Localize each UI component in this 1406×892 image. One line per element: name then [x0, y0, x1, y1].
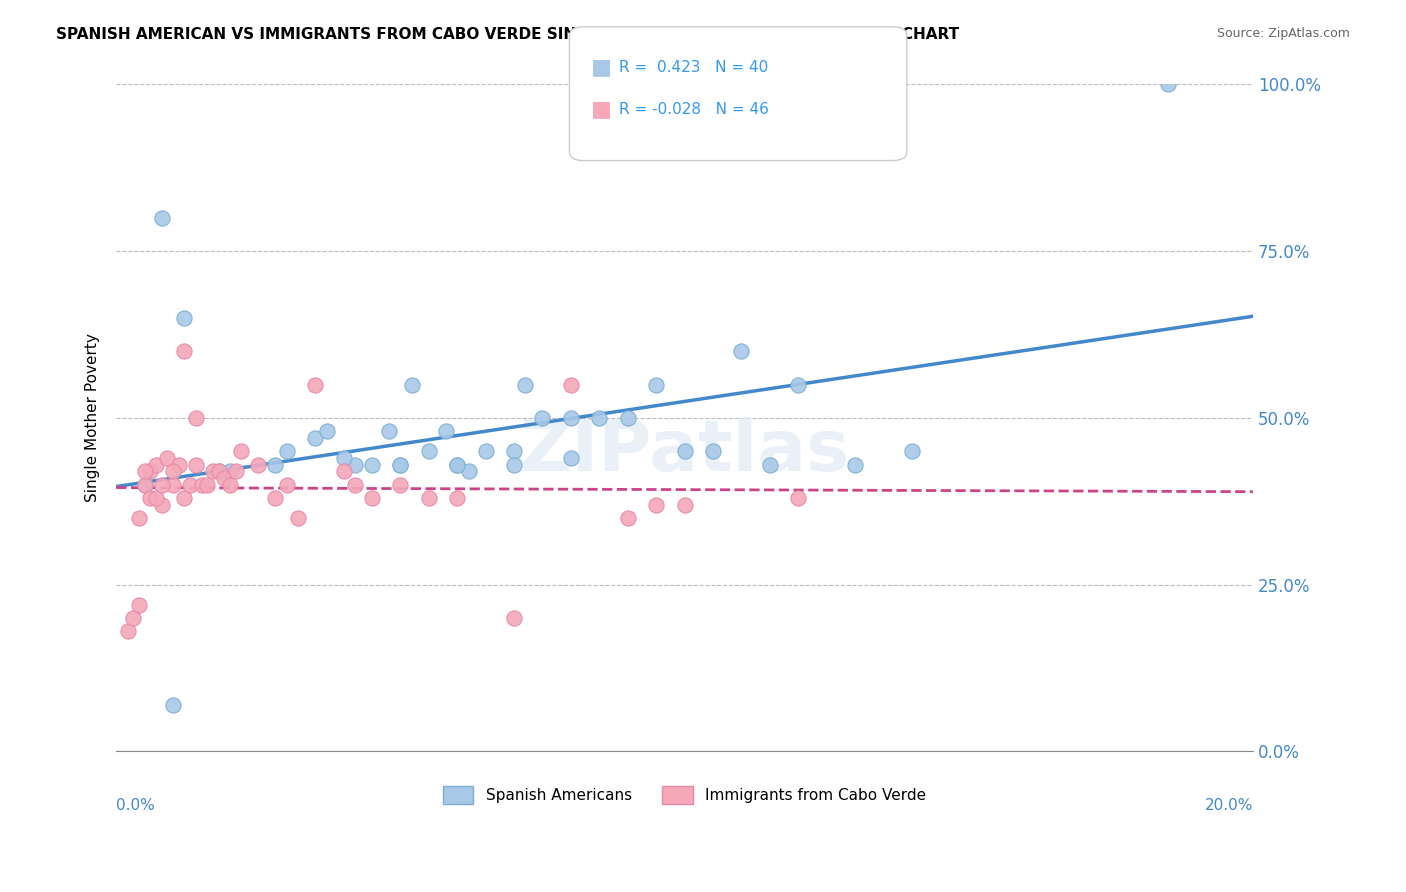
Point [343, 477, 366, 491]
Point [378, 425, 401, 439]
Text: SPANISH AMERICAN VS IMMIGRANTS FROM CABO VERDE SINGLE MOTHER POVERTY CORRELATION: SPANISH AMERICAN VS IMMIGRANTS FROM CABO… [56, 27, 959, 42]
Point [515, 377, 537, 392]
Point [247, 458, 270, 472]
Point [1156, 78, 1178, 92]
Point [361, 491, 384, 505]
Point [122, 611, 145, 625]
Point [201, 464, 224, 478]
Point [702, 444, 724, 458]
Point [474, 444, 496, 458]
Text: ■: ■ [591, 57, 612, 77]
Point [190, 477, 212, 491]
Point [446, 491, 468, 505]
Point [645, 377, 668, 392]
Point [759, 458, 782, 472]
Point [145, 458, 167, 472]
Point [418, 444, 440, 458]
Point [503, 611, 526, 625]
Point [389, 477, 412, 491]
Point [787, 377, 810, 392]
Point [207, 464, 229, 478]
Point [139, 491, 162, 505]
Point [730, 344, 752, 359]
Legend: Spanish Americans, Immigrants from Cabo Verde: Spanish Americans, Immigrants from Cabo … [437, 780, 932, 811]
Point [446, 458, 468, 472]
Text: 20.0%: 20.0% [1205, 798, 1253, 814]
Point [304, 431, 326, 445]
Point [332, 450, 354, 465]
Text: ■: ■ [591, 99, 612, 119]
Point [139, 464, 162, 478]
Text: Source: ZipAtlas.com: Source: ZipAtlas.com [1216, 27, 1350, 40]
Point [588, 411, 610, 425]
Point [287, 511, 309, 525]
Point [332, 464, 354, 478]
Point [401, 377, 423, 392]
Point [315, 425, 337, 439]
Text: 0.0%: 0.0% [117, 798, 155, 814]
Point [156, 450, 179, 465]
Point [389, 458, 412, 472]
Point [162, 698, 184, 712]
Point [503, 458, 526, 472]
Point [673, 444, 696, 458]
Point [901, 444, 924, 458]
Point [389, 458, 412, 472]
Point [531, 411, 554, 425]
Point [128, 511, 150, 525]
Point [173, 310, 195, 325]
Point [264, 491, 287, 505]
Point [616, 411, 638, 425]
Point [184, 411, 207, 425]
Point [162, 464, 184, 478]
Point [418, 491, 440, 505]
Point [434, 425, 457, 439]
Point [150, 498, 173, 512]
Text: R =  0.423   N = 40: R = 0.423 N = 40 [619, 61, 768, 75]
Point [134, 464, 156, 478]
Point [616, 511, 638, 525]
Point [225, 464, 247, 478]
Point [503, 444, 526, 458]
Point [128, 598, 150, 612]
Point [184, 458, 207, 472]
Point [179, 477, 201, 491]
Point [173, 344, 195, 359]
Point [673, 498, 696, 512]
Point [787, 491, 810, 505]
Point [343, 458, 366, 472]
Text: ZIPatlas: ZIPatlas [519, 417, 849, 486]
Point [134, 477, 156, 491]
Point [219, 477, 242, 491]
Point [560, 411, 582, 425]
Point [645, 498, 668, 512]
Point [145, 491, 167, 505]
Point [304, 377, 326, 392]
Y-axis label: Single Mother Poverty: Single Mother Poverty [86, 334, 100, 502]
Point [457, 464, 479, 478]
Point [560, 377, 582, 392]
Point [167, 458, 190, 472]
Point [162, 477, 184, 491]
Point [150, 211, 173, 225]
Point [276, 477, 298, 491]
Point [219, 464, 242, 478]
Point [207, 464, 229, 478]
Point [195, 477, 218, 491]
Point [844, 458, 866, 472]
Point [212, 471, 235, 485]
Point [117, 624, 139, 639]
Point [276, 444, 298, 458]
Point [134, 477, 156, 491]
Point [231, 444, 253, 458]
Point [150, 477, 173, 491]
Point [361, 458, 384, 472]
Text: R = -0.028   N = 46: R = -0.028 N = 46 [619, 103, 769, 117]
Point [446, 458, 468, 472]
Point [173, 491, 195, 505]
Point [560, 450, 582, 465]
Point [264, 458, 287, 472]
